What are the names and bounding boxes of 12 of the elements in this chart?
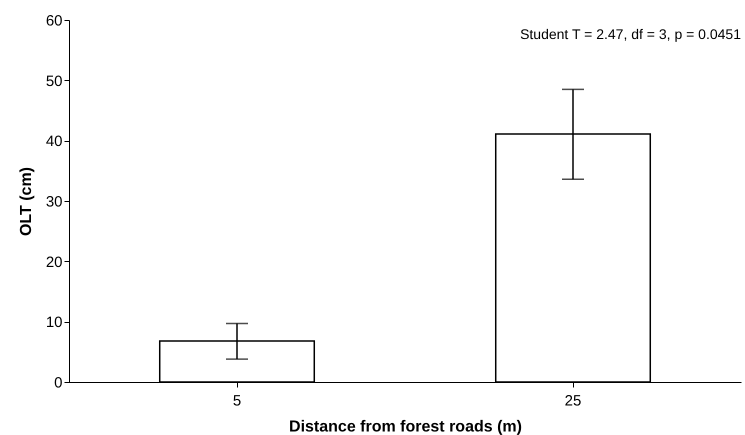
x-axis-title: Distance from forest roads (m) xyxy=(289,418,522,435)
y-tick-label: 10 xyxy=(46,314,62,332)
y-tick-label: 20 xyxy=(46,254,62,271)
x-tick-label: 25 xyxy=(564,392,582,410)
y-tick-label: 30 xyxy=(46,194,62,210)
y-axis-title: OLT (cm) xyxy=(18,166,35,236)
x-tick-label: 5 xyxy=(232,392,242,410)
y-tick-label: 0 xyxy=(54,374,62,392)
y-tick-label: 40 xyxy=(46,133,62,150)
annotation: Student T = 2.47, df = 3, p = 0.0451 xyxy=(520,26,742,42)
y-tick-label: 60 xyxy=(46,12,62,30)
y-tick-label: 50 xyxy=(46,72,62,90)
